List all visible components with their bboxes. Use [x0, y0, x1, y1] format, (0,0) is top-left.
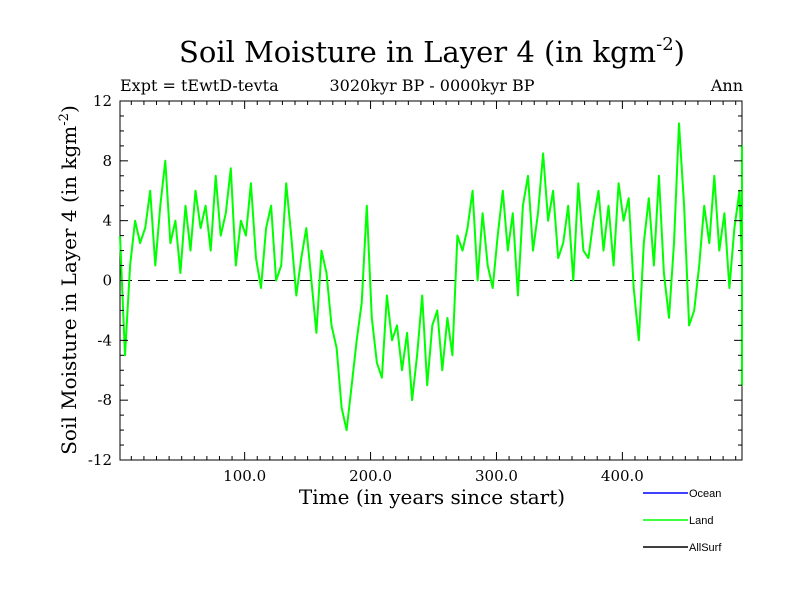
series-group [119, 122, 743, 432]
y-tick-label: 8 [102, 152, 112, 170]
legend-label-land: Land [689, 515, 713, 527]
legend: Ocean Land AllSurf [643, 488, 722, 554]
chart-subtitle: 3020kyr BP - 0000kyr BP [330, 76, 535, 95]
y-tick-label: 0 [102, 272, 112, 290]
y-tick-label: 12 [93, 92, 112, 110]
x-tick-label: 100.0 [223, 467, 266, 485]
y-axis-label: Soil Moisture in Layer 4 (in kgm-2) [57, 105, 81, 455]
experiment-label: Expt = tEwtD-tevta [120, 76, 279, 95]
x-axis: 100.0 200.0 300.0 400.0 [130, 101, 737, 485]
y-axis: -12 -8 -4 0 4 8 12 [88, 92, 742, 469]
series-line-land [119, 122, 743, 432]
chart-title: Soil Moisture in Layer 4 (in kgm-2) [179, 34, 685, 69]
y-tick-label: 4 [102, 212, 112, 230]
x-tick-label: 200.0 [349, 467, 392, 485]
legend-label-ocean: Ocean [689, 488, 721, 500]
y-tick-label: -12 [88, 451, 112, 469]
x-axis-label: Time (in years since start) [299, 485, 565, 509]
y-tick-label: -8 [97, 391, 112, 409]
season-label: Ann [710, 76, 743, 95]
x-tick-label: 400.0 [601, 467, 644, 485]
x-tick-label: 300.0 [475, 467, 518, 485]
y-tick-label: -4 [97, 331, 112, 349]
legend-label-allsurf: AllSurf [689, 542, 722, 554]
